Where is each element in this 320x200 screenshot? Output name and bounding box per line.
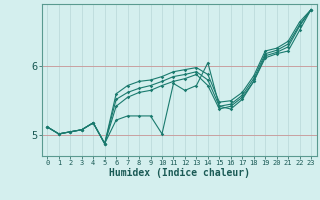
X-axis label: Humidex (Indice chaleur): Humidex (Indice chaleur) <box>109 168 250 178</box>
